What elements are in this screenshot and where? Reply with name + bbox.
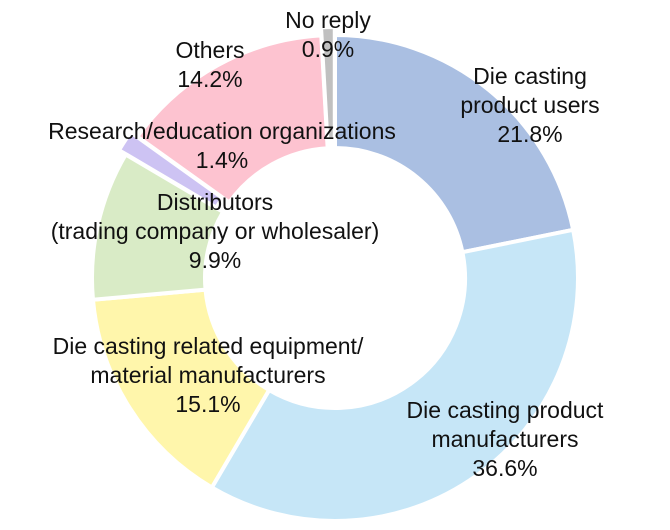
- slice-6: [318, 24, 337, 143]
- slice-labels: Die casting product users 21.8% Die casting…: [48, 7, 604, 481]
- slice-name-label-1: Die casting product: [407, 397, 604, 423]
- slice-0: [333, 32, 576, 255]
- slice-name-label-4: Research/education organizations: [48, 118, 396, 144]
- slice-1: [209, 227, 580, 523]
- slice-name-label-2: Die casting related equipment/: [53, 333, 364, 359]
- slice-name-label-3: (trading company or wholesaler): [51, 218, 380, 244]
- slice-value-label-5: 14.2%: [177, 66, 242, 92]
- slice-name-label-2: material manufacturers: [90, 362, 325, 388]
- slice-value-label-4: 1.4%: [196, 147, 248, 173]
- slice-value-label-0: 21.8%: [497, 121, 562, 147]
- slice-name-label-3: Distributors: [157, 189, 273, 215]
- donut-slices: [90, 24, 580, 523]
- slice-name-label-1: manufacturers: [431, 426, 578, 452]
- slice-name-label-0: product users: [460, 92, 599, 118]
- slice-value-label-1: 36.6%: [472, 455, 537, 481]
- slice-value-label-3: 9.9%: [189, 247, 241, 273]
- slice-value-label-6: 0.9%: [302, 36, 354, 62]
- slice-2: [90, 287, 272, 491]
- slice-name-label-6: No reply: [285, 7, 371, 33]
- slice-name-label-0: Die casting: [473, 63, 587, 89]
- slice-value-label-2: 15.1%: [175, 391, 240, 417]
- slice-name-label-5: Others: [175, 37, 244, 63]
